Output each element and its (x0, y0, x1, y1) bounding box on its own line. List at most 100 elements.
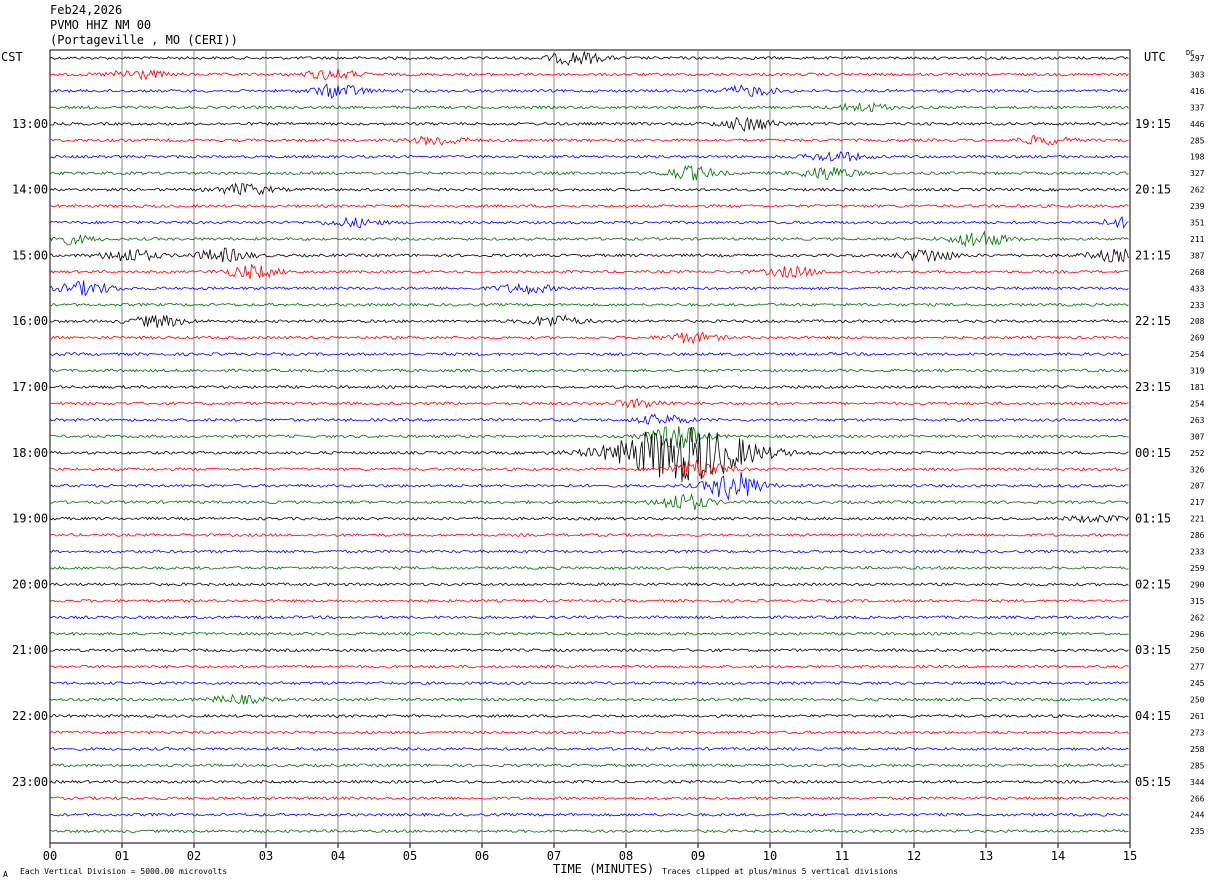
right-hour-label: 03:15 (1135, 643, 1171, 657)
dc-value: 351 (1190, 219, 1205, 228)
dc-value: 285 (1190, 761, 1205, 770)
left-hour-label: 13:00 (12, 117, 48, 131)
dc-value: 259 (1190, 564, 1205, 573)
left-hour-label: 15:00 (12, 248, 48, 262)
plot-frame (49, 49, 1131, 844)
x-tick-label: 06 (475, 849, 489, 863)
dc-value: 245 (1190, 679, 1205, 688)
trace-row (49, 631, 1129, 636)
left-hour-label: 21:00 (12, 643, 48, 657)
right-hour-label: 00:15 (1135, 446, 1171, 460)
dc-value: 211 (1190, 235, 1205, 244)
trace-row (49, 426, 1129, 483)
x-axis-label: TIME (MINUTES) (553, 862, 655, 876)
trace-row (49, 582, 1129, 587)
trace-row (49, 230, 1129, 248)
trace-row (49, 549, 1129, 554)
x-tick-label: 12 (907, 849, 921, 863)
trace-row (49, 83, 1129, 99)
dc-value: 286 (1190, 531, 1205, 540)
chart-date: Feb24,2026 (50, 3, 123, 17)
trace-row (49, 302, 1129, 307)
dc-value: 254 (1190, 350, 1205, 359)
trace-row (49, 493, 1129, 511)
trace-row (49, 615, 1129, 620)
dc-value: 296 (1190, 630, 1205, 639)
dc-value: 235 (1190, 827, 1205, 836)
dc-value: 233 (1190, 301, 1205, 310)
right-hour-label: 02:15 (1135, 577, 1171, 591)
trace-row (49, 203, 1129, 209)
left-hour-label: 14:00 (12, 183, 48, 197)
left-hour-label: 23:00 (12, 775, 48, 789)
trace-row (49, 514, 1129, 524)
trace-row (49, 151, 1129, 162)
dc-value: 208 (1190, 317, 1205, 326)
dc-value: 269 (1190, 334, 1205, 343)
dc-value: 266 (1190, 794, 1205, 803)
trace-row (50, 116, 1129, 132)
trace-row (49, 384, 1129, 390)
dc-value: 252 (1190, 449, 1205, 458)
dc-value: 277 (1190, 663, 1205, 672)
dc-value: 307 (1190, 432, 1205, 441)
trace-row (49, 51, 1129, 66)
right-hour-label: 23:15 (1135, 380, 1171, 394)
dc-value: 244 (1190, 811, 1205, 820)
right-hour-label: 01:15 (1135, 512, 1171, 526)
dc-value: 268 (1190, 268, 1205, 277)
x-tick-label: 00 (43, 849, 57, 863)
trace-row (49, 565, 1129, 570)
right-hour-label: 22:15 (1135, 314, 1171, 328)
trace-row (49, 730, 1129, 735)
dc-value: 319 (1190, 367, 1205, 376)
trace-row (50, 532, 1129, 538)
trace-row (49, 134, 1129, 146)
right-hour-label: 04:15 (1135, 709, 1171, 723)
x-tick-label: 11 (835, 849, 849, 863)
left-hour-label: 16:00 (12, 314, 48, 328)
dc-value: 446 (1190, 120, 1205, 129)
trace-row (49, 68, 1129, 81)
right-hour-label: 19:15 (1135, 117, 1171, 131)
right-hour-label: 20:15 (1135, 183, 1171, 197)
left-timezone-label: CST (1, 50, 23, 64)
trace-row (49, 648, 1129, 653)
dc-value: 221 (1190, 515, 1205, 524)
right-timezone-label: UTC (1144, 50, 1166, 64)
x-tick-label: 09 (691, 849, 705, 863)
dc-value: 285 (1190, 136, 1205, 145)
x-tick-label: 05 (403, 849, 417, 863)
trace-row (49, 459, 1129, 479)
dc-value: 262 (1190, 613, 1205, 622)
dc-value: 262 (1190, 186, 1205, 195)
trace-row (49, 664, 1129, 669)
trace-row (49, 829, 1129, 834)
dc-value: 239 (1190, 202, 1205, 211)
left-hour-label: 19:00 (12, 512, 48, 526)
dc-value: 326 (1190, 465, 1205, 474)
trace-row (49, 397, 1129, 409)
dc-column-header: DC (1186, 49, 1195, 57)
right-hour-label: 21:15 (1135, 248, 1171, 262)
dc-value: 207 (1190, 482, 1205, 491)
x-tick-label: 04 (331, 849, 345, 863)
dc-value: 433 (1190, 284, 1205, 293)
x-tick-label: 14 (1051, 849, 1065, 863)
station-location: (Portageville , MO (CERI)) (50, 33, 238, 47)
scale-note: Each Vertical Division = 5000.00 microvo… (20, 867, 228, 876)
trace-row (49, 779, 1129, 784)
x-tick-label: 10 (763, 849, 777, 863)
clip-note: Traces clipped at plus/minus 5 vertical … (662, 867, 899, 876)
trace-row (49, 413, 1129, 425)
dc-value: 297 (1190, 54, 1205, 63)
scale-mark: A (3, 870, 8, 879)
dc-value: 250 (1190, 646, 1205, 655)
left-hour-label: 17:00 (12, 380, 48, 394)
trace-row (49, 352, 1129, 357)
x-tick-label: 15 (1123, 849, 1137, 863)
trace-row (49, 746, 1129, 752)
trace-row (49, 713, 1129, 719)
dc-value: 290 (1190, 580, 1205, 589)
